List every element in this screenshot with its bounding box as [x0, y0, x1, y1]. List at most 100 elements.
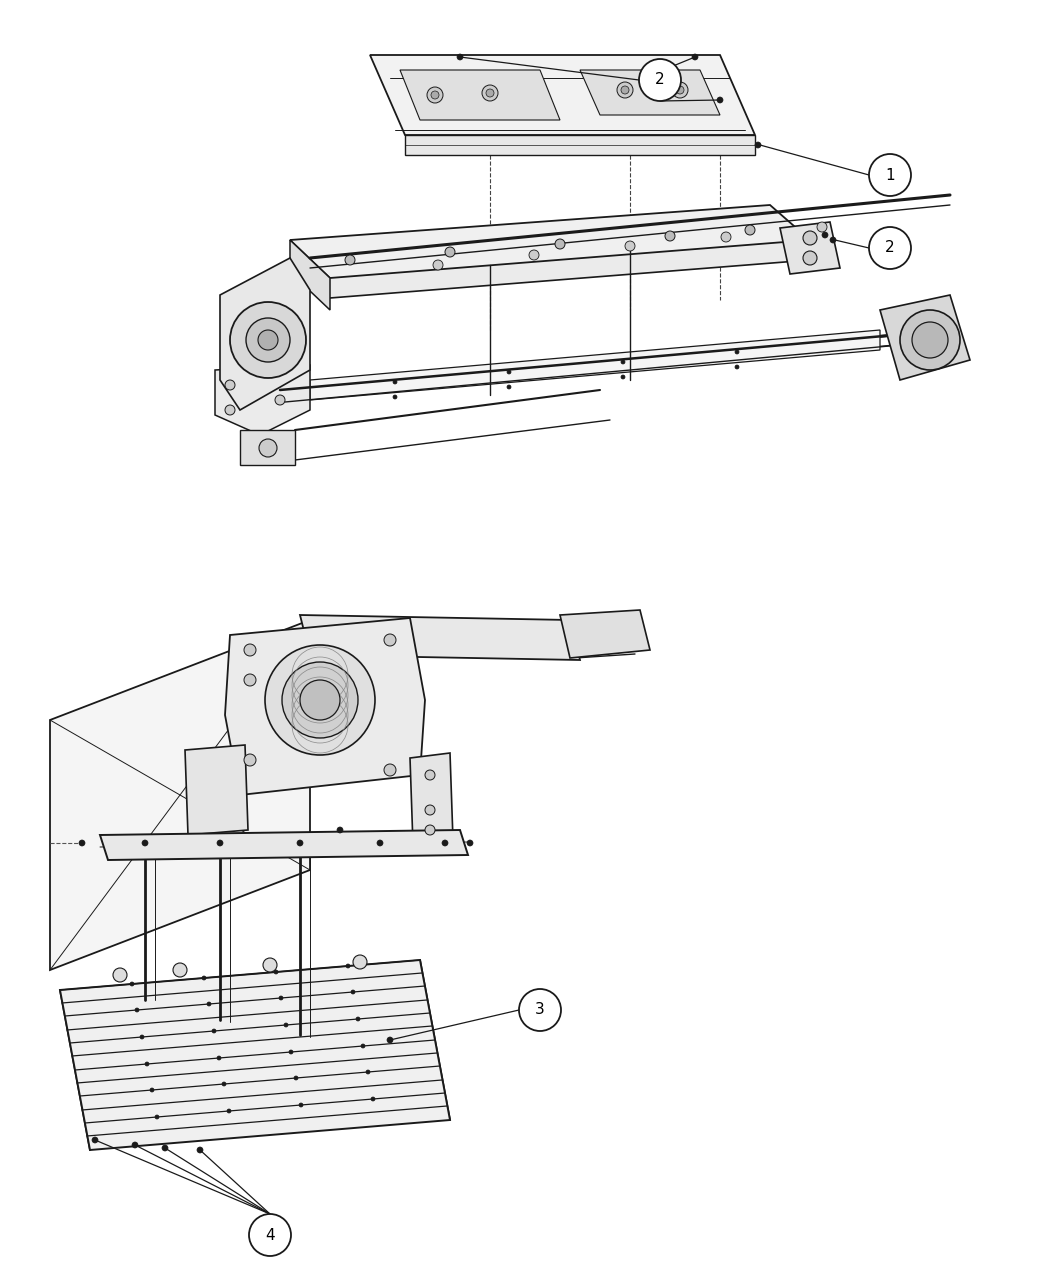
Polygon shape: [400, 70, 560, 120]
Polygon shape: [290, 205, 810, 278]
Text: 1: 1: [885, 167, 895, 182]
Circle shape: [145, 1062, 149, 1066]
Circle shape: [377, 840, 383, 847]
Circle shape: [817, 222, 827, 232]
Circle shape: [735, 351, 739, 354]
Circle shape: [529, 250, 539, 260]
Circle shape: [555, 238, 565, 249]
Circle shape: [162, 1145, 168, 1151]
Circle shape: [217, 840, 223, 847]
Circle shape: [258, 330, 278, 351]
Circle shape: [717, 97, 723, 103]
Circle shape: [433, 260, 443, 270]
Circle shape: [249, 1214, 291, 1256]
Circle shape: [297, 840, 303, 847]
Text: 4: 4: [266, 1228, 275, 1243]
Polygon shape: [370, 55, 755, 135]
Circle shape: [621, 360, 625, 363]
Circle shape: [672, 82, 688, 98]
Circle shape: [299, 1103, 303, 1107]
Circle shape: [617, 82, 633, 98]
Circle shape: [442, 840, 448, 847]
Circle shape: [155, 1116, 159, 1119]
Circle shape: [735, 365, 739, 368]
Circle shape: [467, 840, 472, 847]
Circle shape: [519, 989, 561, 1031]
Polygon shape: [220, 258, 310, 411]
Circle shape: [692, 54, 698, 60]
Circle shape: [244, 754, 256, 766]
Circle shape: [140, 1035, 144, 1039]
Circle shape: [274, 970, 278, 974]
Polygon shape: [560, 609, 650, 658]
Circle shape: [130, 982, 134, 986]
Circle shape: [393, 380, 397, 384]
Circle shape: [225, 405, 235, 414]
Circle shape: [430, 91, 439, 99]
Circle shape: [900, 310, 960, 370]
Circle shape: [345, 255, 355, 265]
Circle shape: [197, 1148, 203, 1153]
Circle shape: [803, 231, 817, 245]
Circle shape: [445, 247, 455, 258]
Circle shape: [803, 251, 817, 265]
Circle shape: [869, 154, 911, 196]
Circle shape: [361, 1044, 365, 1048]
Circle shape: [371, 1096, 375, 1102]
Circle shape: [135, 1009, 139, 1012]
Circle shape: [225, 380, 235, 390]
Circle shape: [425, 770, 435, 780]
Polygon shape: [60, 960, 450, 1150]
Circle shape: [262, 958, 277, 972]
Circle shape: [244, 674, 256, 686]
Circle shape: [676, 85, 684, 94]
Circle shape: [337, 827, 343, 833]
Circle shape: [822, 232, 828, 238]
Polygon shape: [290, 240, 330, 310]
Circle shape: [230, 302, 306, 377]
Circle shape: [282, 662, 358, 738]
Circle shape: [393, 395, 397, 399]
Circle shape: [244, 644, 256, 657]
Circle shape: [366, 1070, 370, 1074]
Circle shape: [113, 968, 127, 982]
Circle shape: [639, 59, 681, 101]
Circle shape: [755, 142, 761, 148]
Circle shape: [457, 54, 463, 60]
Circle shape: [665, 231, 675, 241]
Circle shape: [300, 680, 340, 720]
Circle shape: [425, 805, 435, 815]
Circle shape: [202, 975, 206, 980]
Circle shape: [284, 1023, 288, 1026]
Circle shape: [830, 237, 836, 244]
Circle shape: [246, 317, 290, 362]
Circle shape: [384, 764, 396, 776]
Polygon shape: [185, 745, 248, 835]
Circle shape: [384, 634, 396, 646]
Circle shape: [507, 385, 511, 389]
Circle shape: [356, 1017, 360, 1021]
Polygon shape: [215, 365, 310, 435]
Circle shape: [625, 241, 635, 251]
Polygon shape: [50, 620, 310, 970]
Circle shape: [912, 323, 948, 358]
Circle shape: [507, 370, 511, 374]
Polygon shape: [580, 70, 720, 115]
Circle shape: [227, 1109, 231, 1113]
Polygon shape: [100, 830, 468, 861]
Circle shape: [259, 439, 277, 456]
Circle shape: [212, 1029, 216, 1033]
Circle shape: [353, 955, 367, 969]
Circle shape: [425, 825, 435, 835]
Text: 3: 3: [536, 1002, 545, 1017]
Polygon shape: [240, 430, 295, 465]
Polygon shape: [310, 330, 880, 400]
Circle shape: [142, 840, 148, 847]
Polygon shape: [225, 618, 425, 796]
Circle shape: [294, 1076, 298, 1080]
Circle shape: [351, 989, 355, 994]
Polygon shape: [290, 230, 810, 298]
Circle shape: [482, 85, 498, 101]
Circle shape: [289, 1051, 293, 1054]
Circle shape: [869, 227, 911, 269]
